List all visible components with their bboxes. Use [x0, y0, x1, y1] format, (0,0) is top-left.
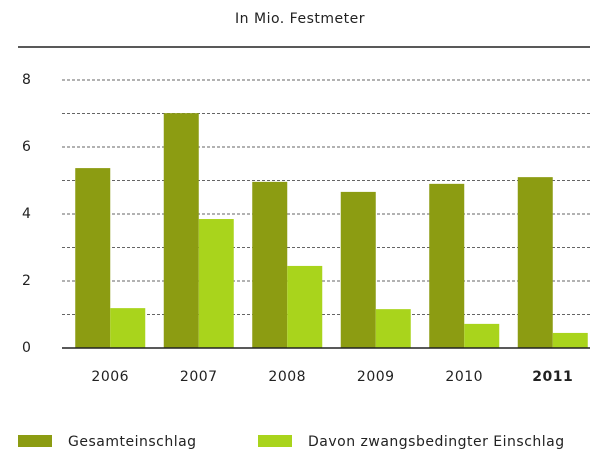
legend-swatch: [18, 435, 52, 447]
bar: [198, 219, 234, 348]
y-tick-label: 4: [22, 206, 31, 222]
bar: [429, 183, 465, 348]
y-tick-label: 0: [22, 340, 31, 356]
chart-title: In Mio. Festmeter: [235, 11, 365, 27]
bar: [163, 113, 199, 348]
x-tick-label: 2007: [180, 369, 218, 385]
bar: [552, 332, 588, 348]
bar: [110, 308, 146, 348]
y-tick-label: 2: [22, 273, 31, 289]
x-tick-label: 2010: [445, 369, 483, 385]
bar: [252, 181, 288, 348]
y-tick-label: 8: [22, 72, 31, 88]
legend-swatch: [258, 435, 292, 447]
legend-label: Gesamteinschlag: [68, 434, 197, 450]
bar: [75, 168, 111, 348]
legend-label: Davon zwangsbedingter Einschlag: [308, 434, 565, 450]
x-tick-label: 2009: [357, 369, 395, 385]
y-tick-label: 6: [22, 139, 31, 155]
x-tick-label: 2006: [91, 369, 129, 385]
bar: [287, 265, 323, 348]
bar: [464, 323, 500, 348]
bar: [340, 191, 376, 348]
bar: [517, 177, 553, 348]
bar: [375, 309, 411, 348]
x-tick-label: 2011: [532, 369, 573, 385]
x-tick-label: 2008: [268, 369, 306, 385]
